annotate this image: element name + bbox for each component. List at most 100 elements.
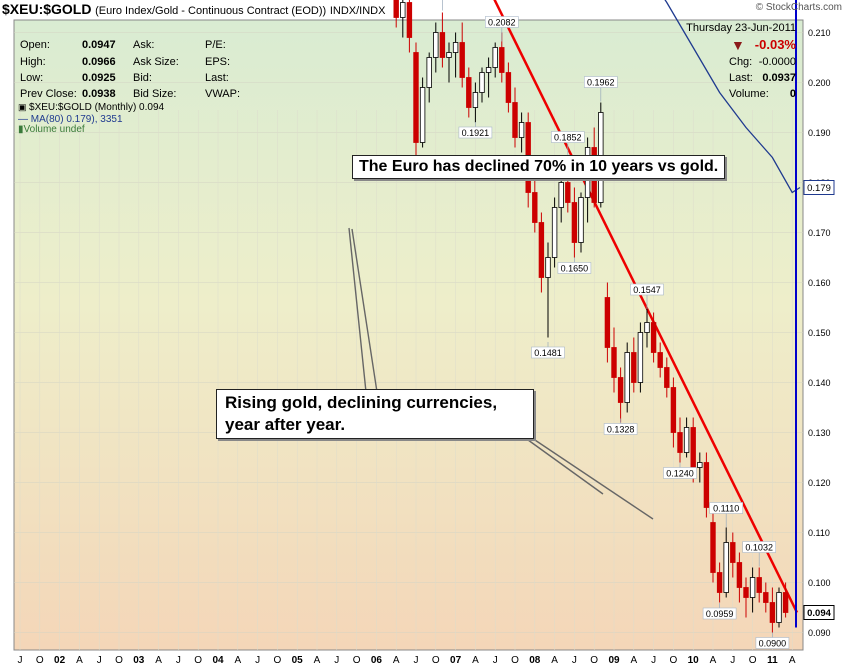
svg-text:0.1110: 0.1110	[713, 504, 739, 514]
legend-price-text: $XEU:$GOLD (Monthly) 0.094	[29, 102, 165, 113]
high-label: High:	[20, 56, 46, 68]
price-label: 0.2082	[484, 16, 519, 42]
x-tick-label: A	[710, 655, 717, 666]
y-tick-label: 0.140	[808, 378, 831, 388]
candle	[776, 587, 782, 628]
svg-text:0.0900: 0.0900	[759, 639, 787, 649]
bid-size-label: Bid Size:	[133, 88, 177, 100]
svg-text:0.1481: 0.1481	[534, 348, 562, 358]
svg-text:0.094: 0.094	[807, 608, 831, 619]
ma-value-tag: 0.179	[803, 180, 835, 195]
candle	[466, 67, 472, 118]
svg-text:0.1547: 0.1547	[633, 285, 661, 295]
y-tick-label: 0.130	[808, 428, 831, 438]
y-tick-label: 0.100	[808, 578, 831, 588]
exchange: INDX/INDX	[329, 5, 386, 17]
x-tick-label: O	[274, 655, 282, 666]
candle	[710, 512, 716, 583]
x-tick-label: J	[730, 655, 735, 666]
low-value: 0.0925	[82, 72, 116, 84]
high-value: 0.0966	[82, 56, 116, 68]
x-tick-label: A	[789, 655, 796, 666]
x-tick-label: 07	[450, 655, 462, 666]
candle	[393, 0, 399, 28]
x-tick-label: 04	[212, 655, 224, 666]
pct-change: -0.03%	[754, 37, 796, 52]
y-tick-label: 0.090	[808, 628, 831, 638]
pe-label: P/E:	[205, 39, 226, 51]
callout-euro-decline: The Euro has declined 70% in 10 years vs…	[352, 155, 726, 179]
y-tick-label: 0.110	[808, 528, 830, 538]
x-tick-label: A	[393, 655, 400, 666]
candle	[611, 327, 617, 393]
x-tick-label: O	[432, 655, 440, 666]
y-tick-label: 0.150	[808, 328, 831, 338]
svg-text:0.1650: 0.1650	[561, 264, 589, 274]
price-label: 0.1921	[458, 122, 493, 139]
x-tick-label: O	[353, 655, 361, 666]
x-tick-label: A	[551, 655, 558, 666]
candle	[571, 187, 578, 258]
vwap-label: VWAP:	[205, 88, 241, 100]
x-tick-label: A	[155, 655, 162, 666]
x-tick-label: 08	[529, 655, 541, 666]
eps-label: EPS:	[205, 56, 231, 68]
trend-line	[493, 0, 799, 614]
y-tick-label: 0.190	[808, 128, 831, 138]
candle	[518, 112, 525, 153]
svg-text:0.2082: 0.2082	[488, 18, 516, 28]
x-tick-label: J	[18, 655, 23, 666]
x-tick-label: O	[36, 655, 44, 666]
svg-text:0.179: 0.179	[807, 183, 831, 194]
candle	[426, 52, 432, 103]
x-tick-label: O	[749, 655, 757, 666]
credit: © StockCharts.com	[755, 2, 842, 13]
legend-volume: ▮Volume undef	[18, 124, 85, 135]
price-label: 0.1547	[630, 283, 664, 309]
last2-value: 0.0937	[762, 72, 796, 84]
last2-label: Last:	[729, 72, 753, 84]
candle	[419, 77, 426, 148]
x-tick-label: J	[255, 655, 260, 666]
x-tick-label: A	[630, 655, 637, 666]
candle	[756, 567, 762, 603]
candle	[617, 367, 624, 423]
svg-text:0.1032: 0.1032	[745, 543, 773, 553]
x-tick-label: J	[414, 655, 419, 666]
legend-volume-text: Volume undef	[23, 124, 85, 135]
candle	[631, 337, 637, 393]
bid-label: Bid:	[133, 72, 152, 84]
svg-text:0.1328: 0.1328	[607, 425, 635, 435]
candle	[551, 197, 558, 268]
price-label: 0.1481	[531, 342, 565, 359]
open-value: 0.0947	[82, 39, 116, 51]
price-label: 0.1962	[583, 76, 618, 102]
candle	[485, 57, 492, 98]
last-label: Last:	[205, 72, 229, 84]
candle	[677, 417, 683, 463]
down-arrow-icon: ▼	[731, 37, 745, 53]
x-tick-label: A	[314, 655, 321, 666]
chg-label: Chg:	[729, 56, 753, 68]
x-tick-label: 02	[54, 655, 66, 666]
x-tick-label: O	[511, 655, 519, 666]
x-tick-label: O	[590, 655, 598, 666]
x-tick-label: 11	[767, 655, 778, 666]
candle	[505, 62, 512, 113]
x-tick-label: J	[97, 655, 102, 666]
volume-legend-icon: ▮	[18, 124, 24, 135]
chart-title: $XEU:$GOLD (Euro Index/Gold - Continuous…	[2, 1, 385, 17]
candle	[472, 82, 479, 123]
x-tick-label: A	[472, 655, 479, 666]
symbol: $XEU:$GOLD	[2, 1, 92, 17]
x-axis-labels: J O 02 A J O 03 A J O 04 A J O 05 A J O 06 A J O 07 A J O 08 A J O 09 A…	[18, 655, 796, 666]
candle	[406, 0, 413, 53]
candle	[459, 22, 465, 88]
ask-label: Ask:	[133, 39, 155, 51]
volume-value: 0	[789, 88, 796, 100]
ask-size-label: Ask Size:	[133, 56, 179, 68]
svg-text:0.1962: 0.1962	[587, 78, 615, 88]
candle	[538, 212, 545, 293]
